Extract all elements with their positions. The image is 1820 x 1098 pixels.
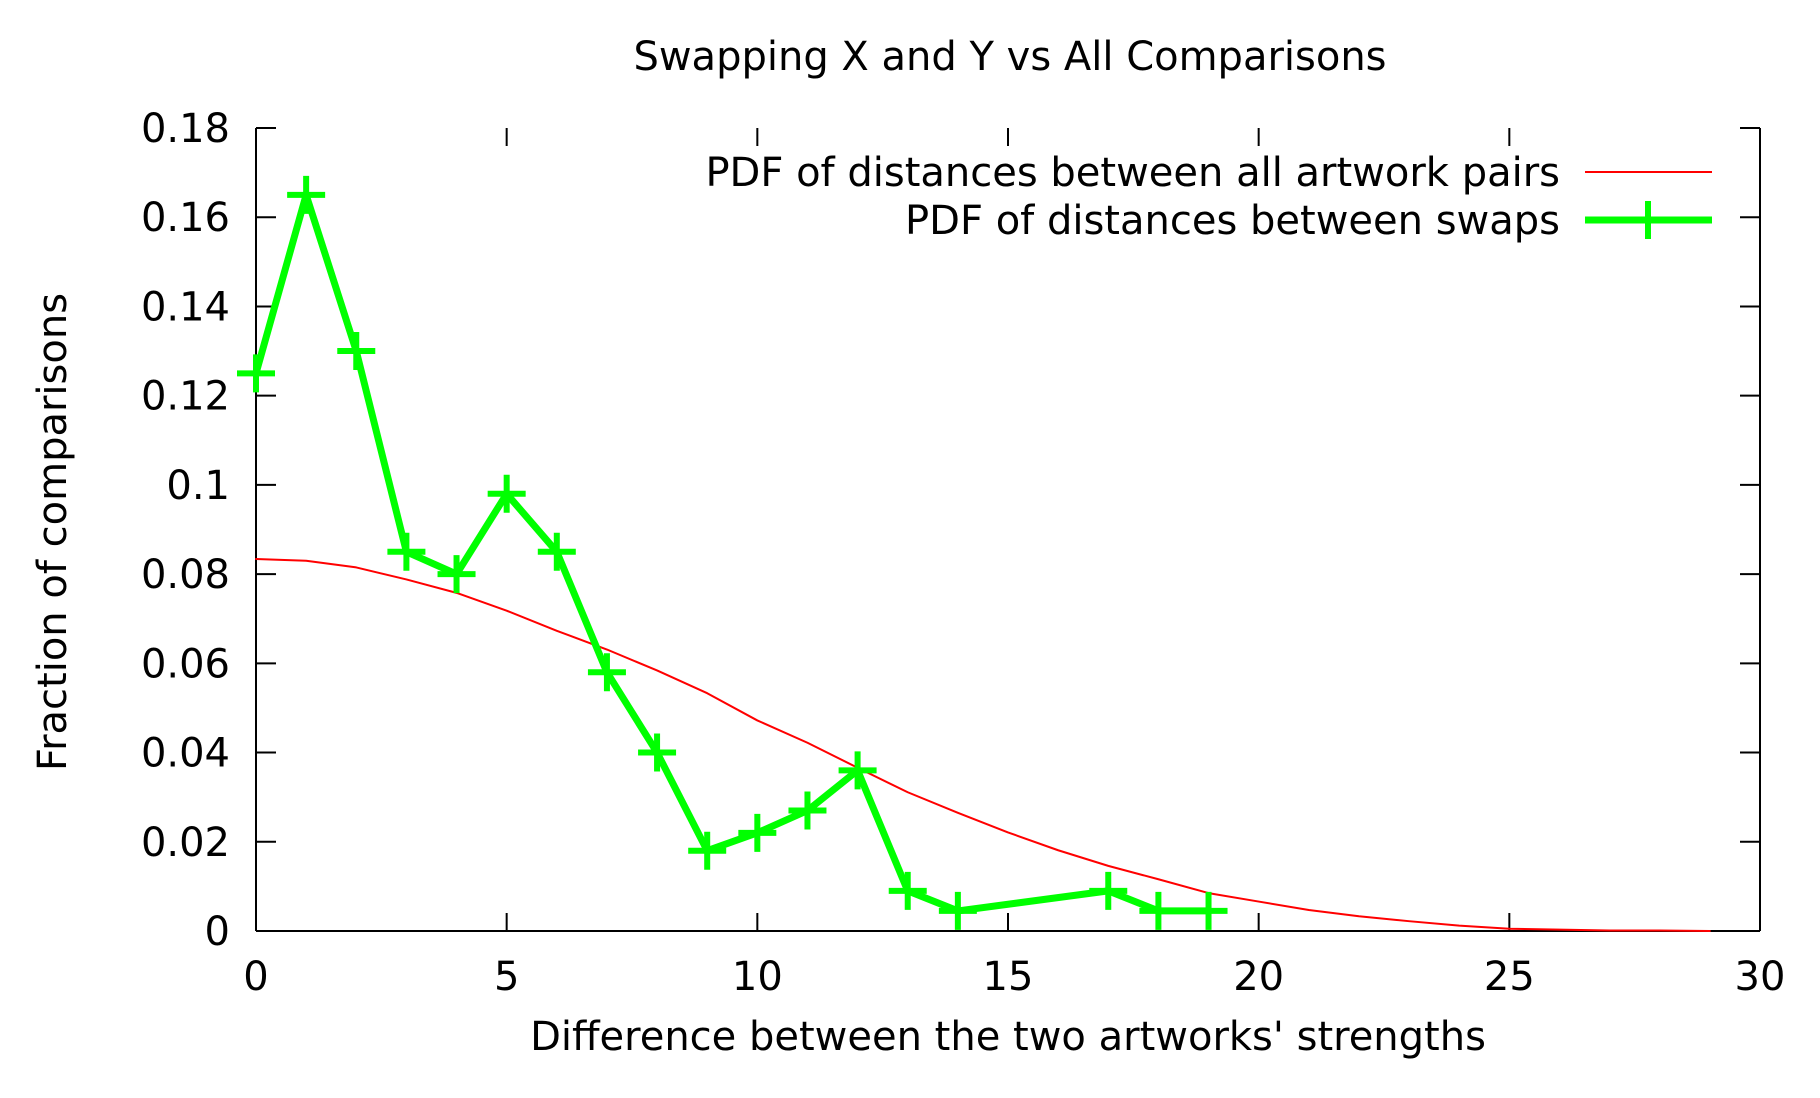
y-tick-label: 0.04 bbox=[141, 731, 230, 777]
chart-title: Swapping X and Y vs All Comparisons bbox=[633, 34, 1386, 80]
series-point-1 bbox=[638, 733, 677, 772]
tick-labels: 0 5 10 15 20 25 30 0 0.02 0.04 0.06 0.08 0.1 0.12 0.14… bbox=[141, 106, 1786, 1000]
series-point-1 bbox=[1089, 871, 1128, 910]
series-point-1 bbox=[237, 354, 275, 393]
y-axis-label: Fraction of comparisons bbox=[30, 293, 76, 771]
x-axis-label: Difference between the two artworks' str… bbox=[530, 1014, 1486, 1060]
x-tick-label: 10 bbox=[732, 954, 783, 1000]
y-tick-label: 0.14 bbox=[141, 284, 230, 330]
series-point-1 bbox=[287, 175, 326, 214]
series-point-1 bbox=[337, 332, 376, 371]
y-tick-label: 0.16 bbox=[141, 195, 230, 241]
x-tick-label: 25 bbox=[1484, 954, 1535, 1000]
series-line-1 bbox=[252, 191, 1213, 915]
y-tick-label: 0 bbox=[205, 909, 230, 955]
series-point-1 bbox=[587, 653, 626, 692]
axis-ticks bbox=[255, 127, 1761, 932]
x-tick-label: 30 bbox=[1735, 954, 1786, 1000]
y-tick-label: 0.08 bbox=[141, 552, 230, 598]
series-point-1 bbox=[387, 532, 426, 571]
series-point-1 bbox=[487, 474, 526, 513]
y-tick-label: 0.06 bbox=[141, 641, 230, 687]
y-tick-label: 0.1 bbox=[166, 463, 230, 509]
series-point-1 bbox=[1189, 891, 1228, 930]
legend: PDF of distances between all artwork pai… bbox=[705, 150, 1712, 244]
series-point-1 bbox=[537, 532, 576, 571]
series-point-1 bbox=[788, 791, 827, 830]
x-tick-label: 0 bbox=[243, 954, 268, 1000]
series-point-1 bbox=[838, 751, 877, 790]
y-tick-label: 0.18 bbox=[141, 106, 230, 152]
legend-marker-1 bbox=[1629, 201, 1667, 239]
series-point-1 bbox=[738, 813, 777, 852]
x-tick-label: 20 bbox=[1233, 954, 1284, 1000]
series-point-1 bbox=[688, 831, 727, 870]
series-line-0 bbox=[255, 557, 1711, 932]
y-tick-label: 0.12 bbox=[141, 374, 230, 420]
legend-label-1: PDF of distances between swaps bbox=[905, 198, 1560, 244]
series-point-1 bbox=[1139, 891, 1178, 930]
x-tick-label: 15 bbox=[983, 954, 1034, 1000]
series-point-1 bbox=[437, 555, 476, 594]
legend-label-0: PDF of distances between all artwork pai… bbox=[705, 150, 1560, 196]
series-point-1 bbox=[888, 871, 927, 910]
y-tick-label: 0.02 bbox=[141, 820, 230, 866]
series-layer bbox=[237, 175, 1711, 932]
series-point-1 bbox=[938, 891, 977, 930]
x-tick-label: 5 bbox=[494, 954, 519, 1000]
